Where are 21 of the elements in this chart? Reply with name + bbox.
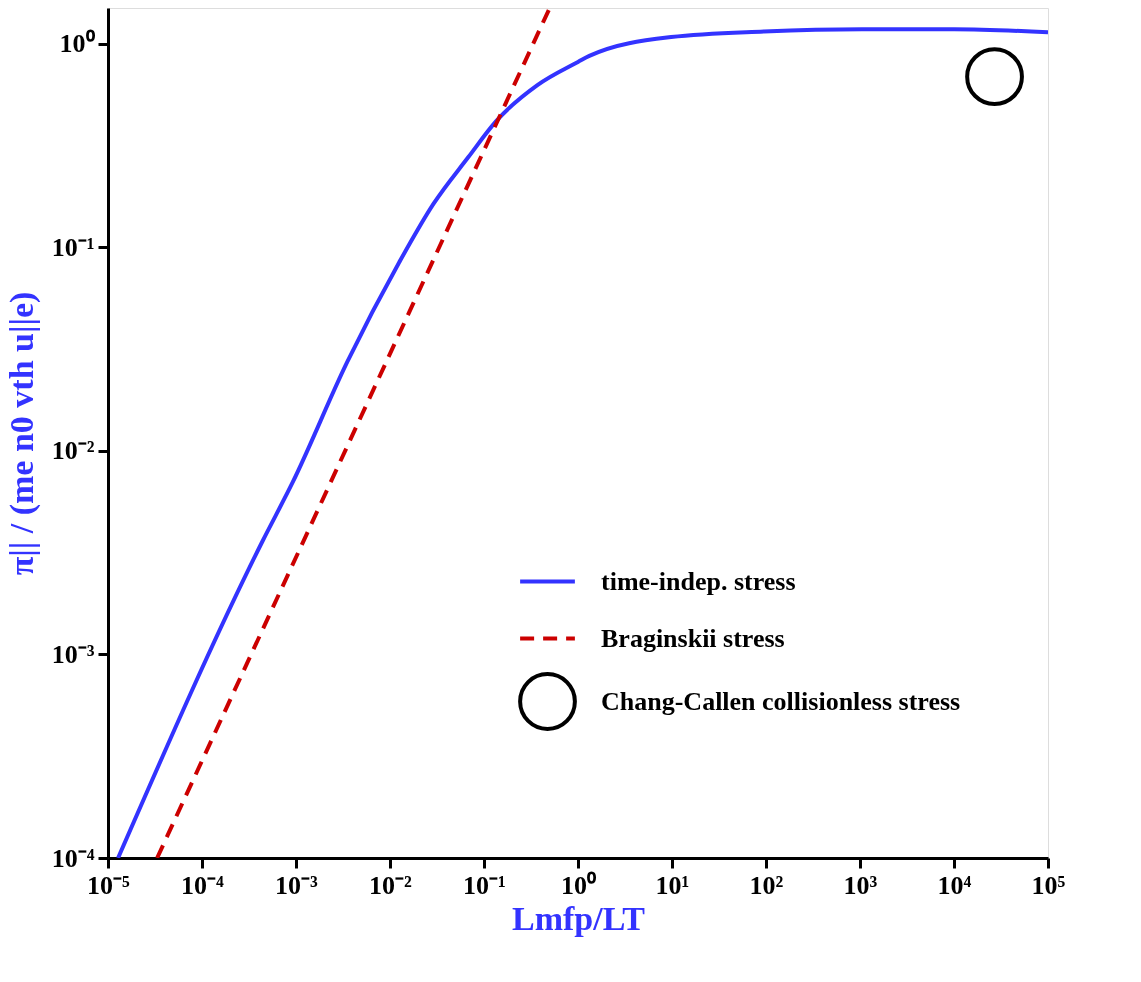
x-tick-label: 10⁻¹	[463, 870, 506, 900]
x-tick-label: 10⁻³	[275, 870, 319, 900]
y-tick-label: 10⁻³	[51, 639, 95, 669]
x-tick-label: 10⁻⁴	[181, 870, 225, 900]
legend-label: Braginskii stress	[601, 623, 785, 653]
x-axis-title: Lmfp/LT	[512, 899, 646, 937]
x-tick-label: 10⁵	[1031, 870, 1066, 900]
x-tick-label: 10¹	[655, 870, 690, 900]
legend-label: time-indep. stress	[601, 566, 796, 596]
legend-label: Chang-Callen collisionless stress	[601, 686, 961, 716]
y-axis-title: π|| / (me n0 vth u||e)	[2, 291, 41, 576]
y-tick-label: 10⁻²	[51, 436, 95, 466]
x-tick-label: 10³	[843, 870, 878, 900]
x-tick-label: 10⁻²	[369, 870, 413, 900]
y-tick-label: 10⁻⁴	[51, 843, 95, 873]
y-tick-label: 10⁰	[59, 29, 96, 59]
x-tick-label: 10²	[749, 870, 784, 900]
y-tick-label: 10⁻¹	[51, 232, 95, 262]
x-tick-label: 10⁻⁵	[87, 870, 131, 900]
x-tick-label: 10⁰	[561, 870, 597, 900]
x-tick-label: 10⁴	[937, 870, 972, 900]
